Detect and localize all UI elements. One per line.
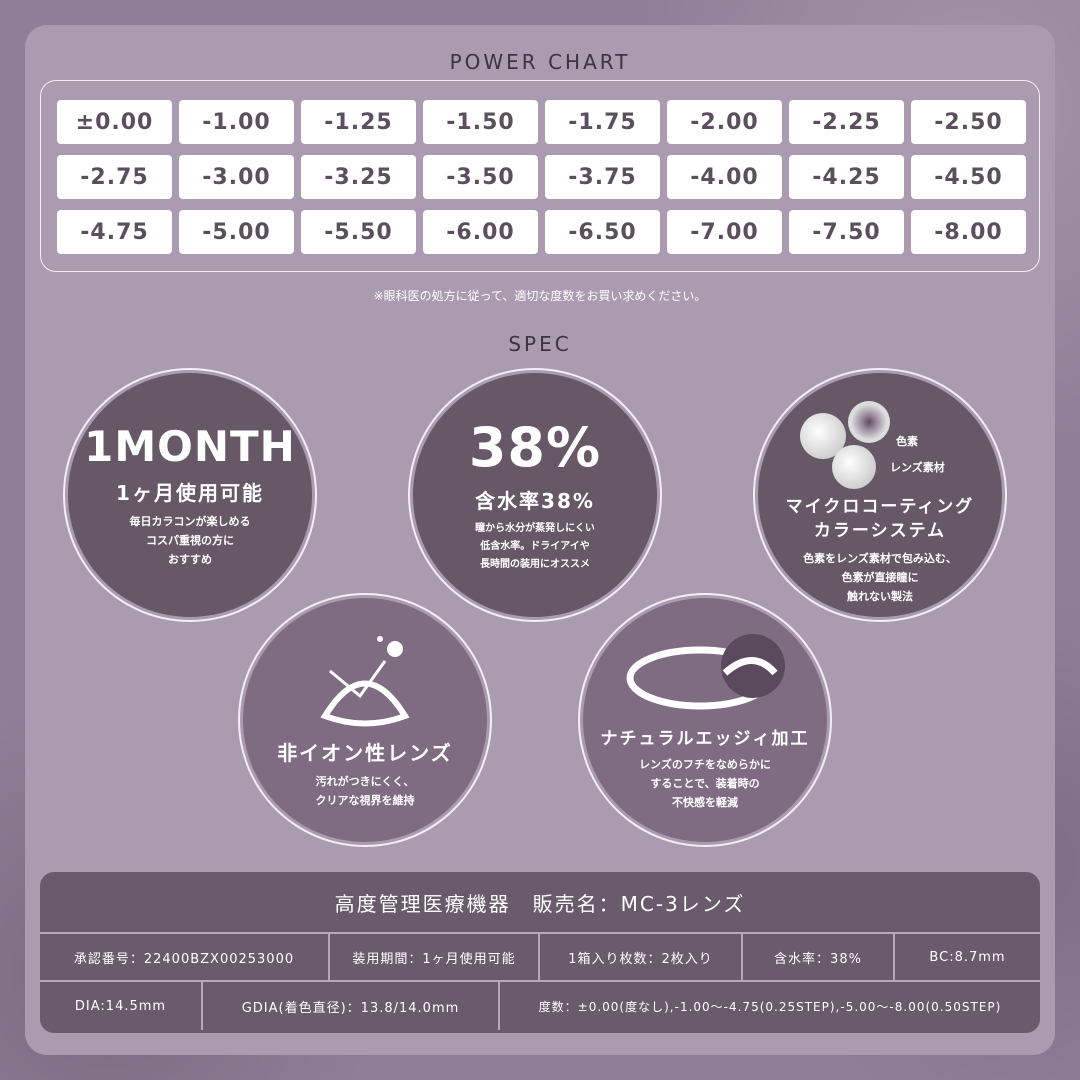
table-cell: 度数：±0.00(度なし),-1.00〜-4.75(0.25STEP),-5.0…	[538, 999, 1002, 1014]
power-value-cell: -1.75	[545, 100, 660, 144]
spec-heading: 非イオン性レンズ	[277, 740, 453, 765]
spec-desc: 瞳から水分が蒸発しにくい 低含水率。ドライアイや 長時間の装用にオススメ	[475, 523, 595, 570]
spec-big: 38%	[468, 416, 602, 479]
power-value-cell: ±0.00	[57, 100, 172, 144]
power-value-cell: -1.00	[179, 100, 294, 144]
spec-title: SPEC	[508, 332, 572, 356]
lens-repel-icon	[320, 635, 410, 726]
power-value-cell: -5.50	[301, 210, 416, 254]
spec-water-content: 38% 含水率38% 瞳から水分が蒸発しにくい 低含水率。ドライアイや 長時間の…	[413, 373, 657, 617]
power-value-cell: -2.50	[911, 100, 1026, 144]
table-row: DIA:14.5mm GDIA(着色直径)：13.8/14.0mm 度数：±0.…	[40, 982, 1040, 1030]
prescription-note: ※眼科医の処方に従って、適切な度数をお買い求めください。	[373, 289, 707, 303]
power-value-cell: -6.50	[545, 210, 660, 254]
spec-natural-edge: ナチュラルエッジィ加工 レンズのフチをなめらかに することで、装着時の 不快感を…	[583, 598, 827, 842]
spec-non-ionic: 非イオン性レンズ 汚れがつきにくく、 クリアな視界を維持	[243, 598, 487, 842]
lens-edge-icon	[626, 634, 785, 710]
spec-desc: 毎日カラコンが楽しめる コスパ重視の方に おすすめ	[129, 514, 251, 566]
power-chart-box	[40, 80, 1040, 272]
spec-heading: マイクロコーティング カラーシステム	[785, 497, 975, 541]
table-cell: 装用期間：1ヶ月使用可能	[330, 934, 540, 980]
spec-desc: 色素をレンズ素材で包み込む、 色素が直接瞳に 触れない製法	[803, 552, 957, 603]
power-value-cell: -6.00	[423, 210, 538, 254]
power-value-cell: -4.75	[57, 210, 172, 254]
power-value-cell: -2.00	[667, 100, 782, 144]
power-value-cell: -4.00	[667, 155, 782, 199]
power-value-cell: -3.75	[545, 155, 660, 199]
power-value-cell: -4.50	[911, 155, 1026, 199]
table-cell: DIA:14.5mm	[40, 982, 203, 1030]
power-value-cell: -2.25	[789, 100, 904, 144]
table-cell: GDIA(着色直径)：13.8/14.0mm	[203, 982, 500, 1030]
power-value-cell: -1.25	[301, 100, 416, 144]
table-cell: BC:8.7mm	[929, 949, 1006, 965]
power-value-cell: -7.50	[789, 210, 904, 254]
power-chart-title: POWER CHART	[449, 50, 631, 74]
spec-table: 高度管理医療機器 販売名：MC-3レンズ 承認番号：22400BZX002530…	[40, 872, 1040, 1033]
spec-heading: ナチュラルエッジィ加工	[600, 729, 810, 749]
table-row: 承認番号：22400BZX00253000 装用期間：1ヶ月使用可能 1箱入り枚…	[40, 934, 1040, 982]
power-value-cell: -1.50	[423, 100, 538, 144]
power-value-cell: -5.00	[179, 210, 294, 254]
pigment-spheres-icon: 色素 レンズ素材	[790, 401, 970, 489]
power-value-cell: -8.00	[911, 210, 1026, 254]
spec-1month: 1MONTH 1ヶ月使用可能 毎日カラコンが楽しめる コスパ重視の方に おすすめ	[68, 373, 312, 617]
spec-heading: 含水率38%	[475, 489, 595, 513]
power-value-cell: -3.50	[423, 155, 538, 199]
power-value-cell: -3.00	[179, 155, 294, 199]
power-value-cell: -2.75	[57, 155, 172, 199]
table-header: 高度管理医療機器 販売名：MC-3レンズ	[40, 872, 1040, 934]
table-cell: 1箱入り枚数：2枚入り	[540, 934, 743, 980]
power-value-cell: -7.00	[667, 210, 782, 254]
spec-desc: レンズのフチをなめらかに することで、装着時の 不快感を軽減	[639, 758, 771, 809]
table-cell: 承認番号：22400BZX00253000	[40, 934, 330, 980]
spec-big: 1MONTH	[84, 421, 296, 471]
spec-micro-coating: 色素 レンズ素材 マイクロコーティング カラーシステム 色素をレンズ素材で包み込…	[758, 373, 1002, 617]
power-value-cell: -4.25	[789, 155, 904, 199]
table-cell: 含水率：38%	[743, 934, 895, 980]
spec-desc: 汚れがつきにくく、 クリアな視界を維持	[315, 774, 415, 807]
power-value-cell: -3.25	[301, 155, 416, 199]
spec-heading: 1ヶ月使用可能	[116, 480, 264, 505]
